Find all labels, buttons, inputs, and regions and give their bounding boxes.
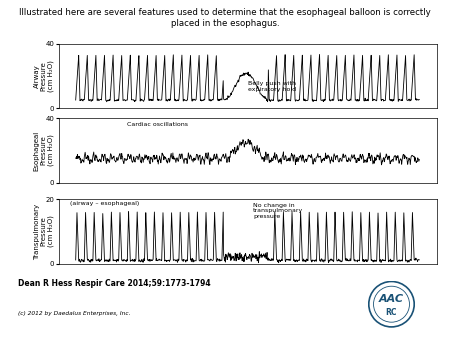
Y-axis label: Transpulmonary
Pressure
(cm H₂O): Transpulmonary Pressure (cm H₂O): [34, 203, 54, 260]
Y-axis label: Airway
Pressure
(cm H₂O): Airway Pressure (cm H₂O): [34, 60, 54, 92]
Text: No change in
transpulmonary
pressure: No change in transpulmonary pressure: [253, 203, 303, 219]
Text: Illustrated here are several features used to determine that the esophageal ball: Illustrated here are several features us…: [19, 8, 431, 28]
Text: RC: RC: [386, 308, 397, 317]
Text: Dean R Hess Respir Care 2014;59:1773-1794: Dean R Hess Respir Care 2014;59:1773-179…: [18, 279, 211, 288]
Text: Belly push with
expiratory hold: Belly push with expiratory hold: [248, 81, 296, 92]
Text: Cardiac oscillations: Cardiac oscillations: [126, 122, 188, 126]
Text: AAC: AAC: [379, 294, 404, 305]
Text: (c) 2012 by Daedalus Enterprises, Inc.: (c) 2012 by Daedalus Enterprises, Inc.: [18, 311, 130, 316]
Y-axis label: Esophageal
Pressure
(cm H₂O): Esophageal Pressure (cm H₂O): [34, 130, 54, 171]
Text: (airway – esophageal): (airway – esophageal): [70, 201, 139, 206]
